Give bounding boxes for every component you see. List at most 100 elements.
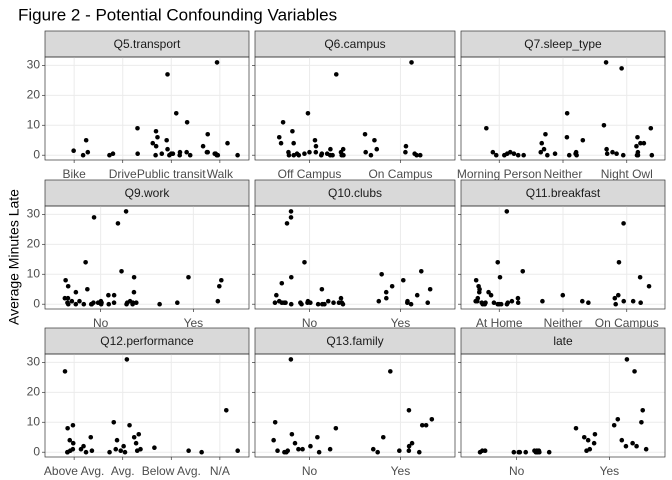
point <box>159 151 165 157</box>
point <box>601 122 607 128</box>
point <box>235 152 240 158</box>
point <box>419 422 425 428</box>
point <box>308 443 313 449</box>
point <box>473 277 479 283</box>
point <box>574 152 579 158</box>
point <box>70 440 76 446</box>
x-tick-label: Yes <box>184 316 204 330</box>
strip-background <box>44 327 250 355</box>
point <box>414 292 420 298</box>
point <box>88 434 94 440</box>
point <box>73 301 79 307</box>
point <box>375 449 380 455</box>
point <box>490 149 496 155</box>
point <box>406 448 412 454</box>
point <box>634 443 639 449</box>
point <box>634 143 639 149</box>
point <box>473 298 478 304</box>
point <box>67 437 73 443</box>
point <box>541 146 547 152</box>
x-tick-label: Public transit <box>137 167 206 181</box>
point <box>539 140 545 146</box>
point <box>135 125 140 131</box>
point <box>566 152 572 158</box>
point <box>592 431 598 437</box>
point <box>637 274 643 280</box>
point <box>271 437 276 443</box>
point <box>408 301 414 307</box>
point <box>488 292 494 298</box>
x-tick-label: At Home <box>476 316 523 330</box>
point <box>119 268 124 274</box>
point <box>328 146 333 152</box>
point <box>122 449 128 455</box>
point <box>491 300 497 306</box>
point <box>175 300 180 306</box>
point <box>291 140 296 146</box>
point <box>313 149 319 155</box>
x-tick-label: No <box>302 316 318 330</box>
point <box>307 149 312 155</box>
point <box>279 300 285 306</box>
point <box>374 146 380 152</box>
x-tick-label: Yes <box>391 316 411 330</box>
point <box>638 300 643 306</box>
panel-border <box>44 205 250 310</box>
point <box>331 300 336 306</box>
point <box>274 292 279 298</box>
point <box>136 431 142 437</box>
point <box>477 449 483 455</box>
point <box>85 149 91 155</box>
point <box>614 151 619 157</box>
x-tick-label: N/A <box>210 464 230 478</box>
point <box>545 152 550 158</box>
point <box>296 152 302 158</box>
point <box>184 149 189 155</box>
point <box>573 425 579 431</box>
point <box>157 301 162 307</box>
point <box>517 449 523 455</box>
point <box>118 448 124 454</box>
x-tick-label: Avg. <box>111 464 135 478</box>
point <box>340 301 346 307</box>
point <box>495 301 501 307</box>
strip-label: Q11.breakfast <box>526 186 601 200</box>
point <box>383 289 389 295</box>
point <box>584 448 589 454</box>
point <box>611 422 617 428</box>
point <box>619 66 624 71</box>
point <box>540 298 545 304</box>
y-tick-label: 30 <box>27 355 41 369</box>
point <box>62 369 68 374</box>
point <box>560 292 566 298</box>
point <box>604 151 610 157</box>
point <box>272 300 278 306</box>
point <box>114 437 120 443</box>
point <box>200 143 206 149</box>
panel-border <box>44 56 250 161</box>
point <box>579 298 585 304</box>
point <box>509 298 515 304</box>
point <box>536 448 542 454</box>
point <box>219 277 224 283</box>
x-tick-label: No <box>93 316 109 330</box>
y-tick-label: 30 <box>27 58 41 72</box>
point <box>134 448 140 454</box>
point <box>291 152 297 158</box>
point <box>384 295 389 301</box>
point <box>276 134 282 140</box>
panel-border <box>254 56 456 161</box>
point <box>643 446 649 452</box>
point <box>133 440 139 446</box>
point <box>83 137 89 143</box>
point <box>91 215 97 220</box>
point <box>630 440 635 446</box>
point <box>414 152 419 158</box>
point <box>325 298 331 304</box>
point <box>620 152 626 158</box>
point <box>523 449 529 455</box>
point <box>131 289 137 295</box>
point <box>327 446 333 452</box>
